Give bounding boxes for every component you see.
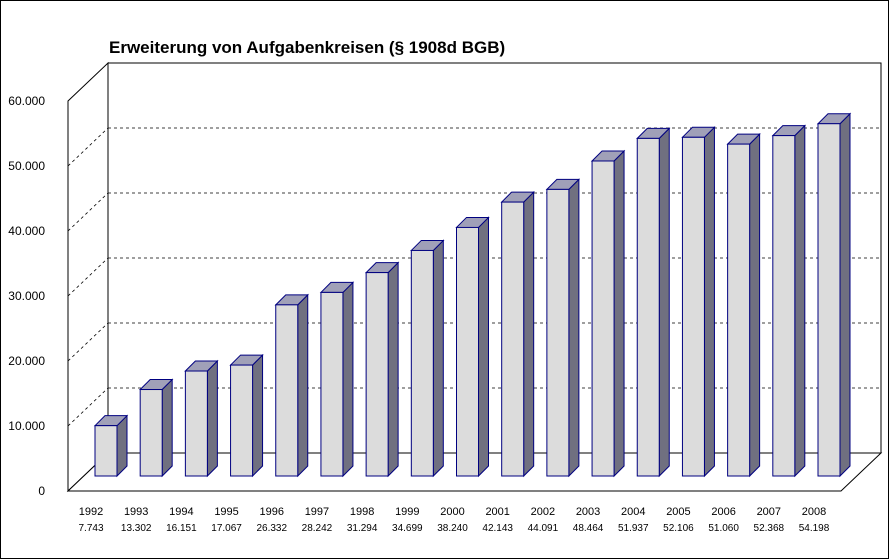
bar <box>184 359 219 478</box>
y-tick-label: 40.000 <box>8 224 45 238</box>
bar <box>319 281 355 478</box>
x-tick-label: 1998 <box>350 506 374 518</box>
bar-side <box>794 124 806 478</box>
bar-front <box>546 188 570 477</box>
bar <box>816 112 852 478</box>
bar <box>364 261 400 478</box>
bar-front <box>727 143 751 477</box>
bar <box>500 190 535 478</box>
bar-side <box>839 112 851 478</box>
bar <box>681 126 716 478</box>
data-label: 54.198 <box>799 523 830 534</box>
bar-front <box>320 291 344 477</box>
y-tick-label: 50.000 <box>8 159 45 173</box>
bar <box>138 378 174 478</box>
x-tick-label: 1996 <box>260 506 284 518</box>
bar-front <box>275 304 299 477</box>
chart-title: Erweiterung von Aufgabenkreisen (§ 1908d… <box>109 38 505 57</box>
bar-front <box>591 160 615 477</box>
bar-side <box>523 190 535 478</box>
y-tick-label: 0 <box>38 484 45 498</box>
x-tick-label: 1992 <box>79 506 103 518</box>
bar-front <box>230 364 254 477</box>
x-tick-label: 2004 <box>621 506 645 518</box>
bar <box>726 132 761 478</box>
x-tick-label: 1995 <box>214 506 238 518</box>
bar-side <box>478 216 489 478</box>
data-label: 26.332 <box>256 523 287 534</box>
bar <box>93 414 129 478</box>
data-label: 34.699 <box>392 523 423 534</box>
bar-front <box>772 135 796 477</box>
bar-front <box>184 370 208 477</box>
bars <box>93 112 852 478</box>
x-axis: 1992 7.743 1993 13.302 1994 16.151 1995 17.067 1… <box>78 506 829 534</box>
bar-side <box>206 359 218 478</box>
x-tick-label: 2000 <box>440 506 464 518</box>
bar-side <box>568 178 580 478</box>
bar <box>771 124 807 478</box>
bar-front <box>456 226 479 477</box>
bar-front <box>681 136 705 477</box>
bar-side <box>749 132 761 478</box>
bar-side <box>703 126 715 478</box>
x-tick-label: 2002 <box>531 506 555 518</box>
y-tick-label: 10.000 <box>8 419 45 433</box>
x-tick-label: 1993 <box>124 506 148 518</box>
x-tick-label: 2001 <box>485 506 509 518</box>
bar-side <box>387 261 399 478</box>
bar <box>455 216 490 478</box>
data-label: 44.091 <box>528 523 559 534</box>
y-axis: 0 10.000 20.000 30.000 40.000 50.000 60.000 <box>8 94 45 498</box>
y-tick-label: 60.000 <box>8 94 45 108</box>
bar <box>590 149 626 478</box>
data-label: 13.302 <box>121 523 152 534</box>
bar <box>410 239 445 478</box>
bar-side <box>252 353 264 478</box>
bar-front <box>94 425 118 477</box>
bar <box>545 178 581 478</box>
bar-front <box>365 272 389 477</box>
data-label: 42.143 <box>482 523 513 534</box>
x-tick-label: 1999 <box>395 506 419 518</box>
bar-side <box>342 281 354 478</box>
bar-side <box>613 149 625 478</box>
data-label: 17.067 <box>211 523 242 534</box>
y-tick-label: 20.000 <box>8 354 45 368</box>
bar-front <box>139 389 163 477</box>
x-tick-label: 2003 <box>576 506 600 518</box>
data-label: 16.151 <box>166 523 197 534</box>
x-tick-label: 2005 <box>666 506 690 518</box>
bar-side <box>658 127 670 478</box>
x-tick-label: 1997 <box>305 506 329 518</box>
data-label: 48.464 <box>573 523 604 534</box>
x-tick-label: 2007 <box>757 506 781 518</box>
x-tick-label: 2006 <box>711 506 735 518</box>
bar-side <box>297 293 309 478</box>
bar <box>229 353 264 478</box>
data-label: 31.294 <box>347 523 378 534</box>
bar-front <box>636 137 660 477</box>
bar <box>274 293 309 478</box>
x-tick-label: 1994 <box>169 506 193 518</box>
x-tick-label: 2008 <box>802 506 826 518</box>
bar-side <box>432 239 444 478</box>
data-label: 51.060 <box>708 523 739 534</box>
data-label: 7.743 <box>78 523 103 534</box>
bar-front <box>410 249 434 477</box>
data-label: 38.240 <box>437 523 468 534</box>
bar <box>636 127 671 478</box>
data-label: 28.242 <box>302 523 333 534</box>
y-tick-label: 30.000 <box>8 289 45 303</box>
data-label: 52.106 <box>663 523 694 534</box>
bar-front <box>817 123 841 477</box>
bar-front <box>501 201 525 477</box>
bar-side <box>161 378 173 478</box>
data-label: 52.368 <box>754 523 785 534</box>
data-label: 51.937 <box>618 523 649 534</box>
